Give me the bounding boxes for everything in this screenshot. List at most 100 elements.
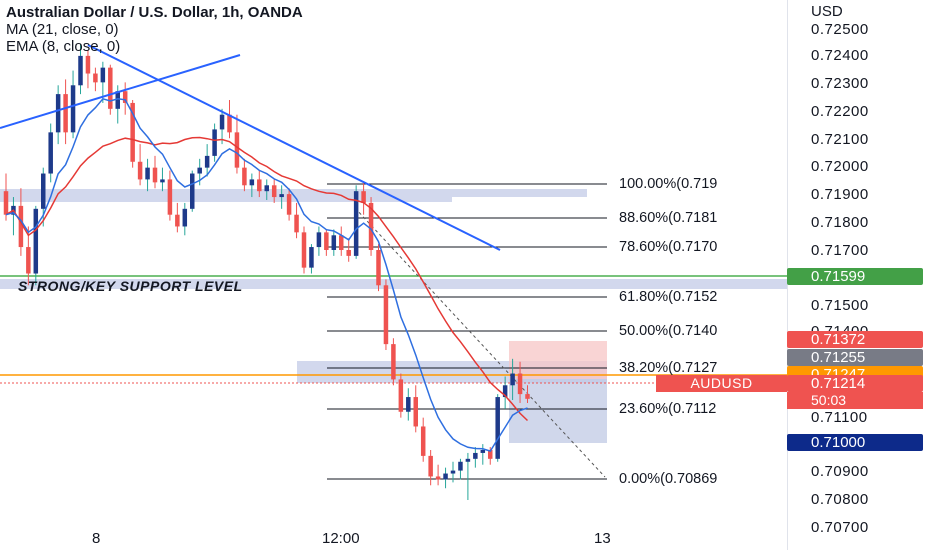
candle — [406, 388, 411, 421]
candle — [286, 188, 292, 221]
candle-body — [63, 94, 68, 133]
candle-body — [26, 247, 31, 274]
stop-loss-zone — [509, 341, 607, 379]
ma-indicator-label[interactable]: MA (21, close, 0) — [6, 21, 119, 38]
candle — [450, 461, 456, 483]
fib-label-100: 100.00%(0.719 — [619, 176, 718, 192]
chart-legend: Australian Dollar / U.S. Dollar, 1h, OAN… — [6, 4, 303, 55]
candle-body — [167, 179, 173, 215]
fib-label-0: 0.00%(0.70869 — [619, 471, 718, 487]
candle — [108, 64, 113, 115]
target-price-badge[interactable]: 0.71372 — [787, 331, 923, 348]
ema-indicator-label[interactable]: EMA (8, close, 0) — [6, 38, 121, 55]
candle — [249, 173, 255, 198]
candle — [428, 450, 433, 486]
candle-body — [130, 102, 135, 162]
y-tick: 0.72100 — [811, 131, 869, 148]
candle-body — [346, 250, 351, 256]
fib-label-618: 61.80%(0.7152 — [619, 289, 718, 305]
candle — [495, 394, 500, 462]
candle-body — [137, 161, 143, 180]
candle-body — [264, 185, 269, 192]
candle — [391, 338, 396, 386]
candle — [465, 452, 471, 500]
candle-body — [78, 55, 83, 86]
candle-body — [41, 173, 46, 209]
candle-body — [70, 85, 76, 133]
currency-label: USD — [811, 3, 843, 20]
candle-body — [227, 114, 232, 133]
y-tick: 0.71900 — [811, 186, 869, 203]
y-tick: 0.71700 — [811, 242, 869, 259]
candle — [204, 144, 210, 177]
y-tick: 0.72200 — [811, 103, 869, 120]
candle — [525, 385, 530, 403]
candlesticks — [3, 44, 530, 500]
last-price-badge[interactable]: 0.71214 — [787, 375, 923, 392]
candle — [413, 385, 418, 433]
candle — [331, 229, 337, 256]
support-level-label: STRONG/KEY SUPPORT LEVEL — [18, 278, 243, 294]
candle-body — [122, 91, 128, 103]
candle-body — [108, 67, 113, 109]
candle — [502, 376, 508, 409]
candle — [420, 417, 426, 462]
candle — [309, 244, 314, 274]
candle-body — [85, 55, 91, 74]
candle — [361, 182, 366, 215]
candle-body — [190, 173, 195, 209]
resistance-zone-inner — [0, 197, 452, 202]
candle — [152, 155, 158, 189]
symbol-badge[interactable]: AUDUSD — [656, 375, 787, 392]
candle — [376, 244, 381, 292]
candle-body — [212, 129, 217, 156]
candle — [294, 202, 299, 239]
candle-body — [413, 397, 418, 427]
candle-body — [145, 167, 150, 180]
trendlines[interactable] — [0, 44, 501, 251]
candle — [398, 373, 404, 418]
candle-body — [420, 426, 426, 456]
candle-body — [242, 167, 247, 186]
candle — [78, 44, 83, 95]
candle — [473, 447, 478, 468]
support-price-badge[interactable]: 0.71599 — [787, 268, 923, 285]
y-tick: 0.70800 — [811, 491, 869, 508]
candle — [271, 179, 277, 203]
candle — [219, 108, 225, 145]
resistance-zone — [0, 189, 587, 197]
candle — [316, 226, 322, 256]
fib-label-886: 88.60%(0.7181 — [619, 210, 718, 226]
marker-price-badge[interactable]: 0.71255 — [787, 349, 923, 366]
candle-body — [115, 91, 120, 109]
candle — [212, 123, 217, 162]
candle — [130, 100, 135, 168]
candle — [234, 114, 240, 174]
candle-body — [219, 114, 225, 130]
candle — [257, 170, 262, 198]
candle — [227, 100, 232, 139]
candle — [242, 158, 247, 192]
candle-body — [495, 397, 500, 459]
stop-price-badge[interactable]: 0.71000 — [787, 434, 923, 451]
candle — [33, 205, 39, 286]
candle-body — [458, 461, 463, 471]
fib-label-382: 38.20%(0.7127 — [619, 360, 718, 376]
candle — [435, 464, 441, 486]
trendline-upper[interactable] — [87, 44, 501, 251]
trendline-lower[interactable] — [0, 54, 241, 129]
candle-body — [510, 373, 515, 386]
candle — [137, 144, 143, 186]
fibonacci-retracement[interactable] — [327, 183, 607, 480]
candle-body — [435, 476, 441, 480]
projection-line — [354, 207, 606, 478]
candle-body — [279, 194, 284, 198]
fib-label-786: 78.60%(0.7170 — [619, 239, 718, 255]
candle — [70, 70, 76, 139]
candle-body — [152, 167, 158, 183]
candle-body — [331, 235, 337, 250]
candle — [3, 173, 9, 221]
candle — [63, 79, 68, 145]
candle-body — [383, 285, 389, 345]
